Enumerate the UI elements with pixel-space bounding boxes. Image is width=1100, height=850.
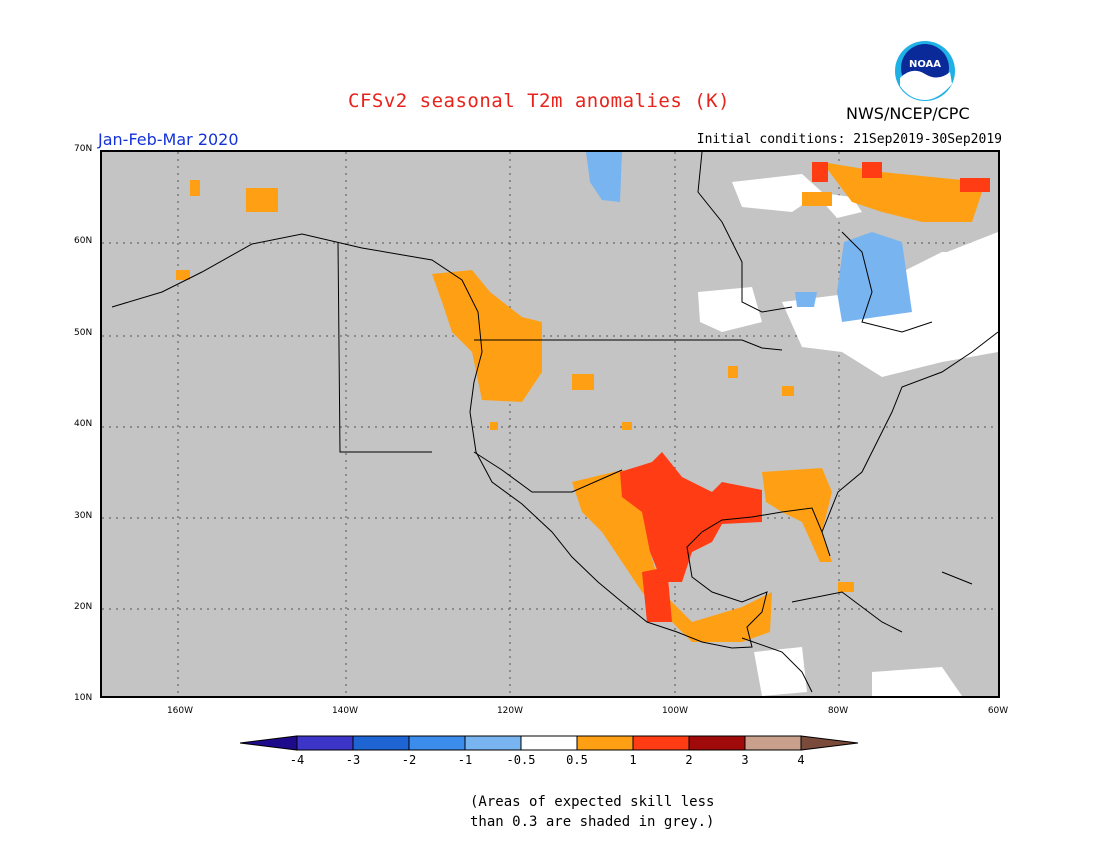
colorbar-segments [240,735,859,751]
colorbar-segment [576,735,634,751]
below-normal-regions [586,152,912,322]
colorbar-segment [464,735,522,751]
colorbar-label: -0.5 [506,753,536,767]
agency-label: NWS/NCEP/CPC [846,104,970,123]
colorbar-segment [744,735,802,751]
colorbar-segment [632,735,690,751]
colorbar-label: 4 [797,753,805,767]
above-normal-regions [176,162,982,642]
skill-note: (Areas of expected skill less than 0.3 a… [470,792,714,832]
logo-text: NOAA [909,59,941,70]
colorbar-label: -3 [345,753,361,767]
map-canvas [102,152,998,696]
colorbar-label: 2 [685,753,693,767]
season-label: Jan-Feb-Mar 2020 [98,130,239,149]
map-gridlines [102,152,998,696]
colorbar-segment [296,735,354,751]
noaa-logo: NOAA [895,41,955,101]
colorbar-label: -2 [401,753,417,767]
colorbar-segment [352,735,410,751]
lon-label: 160W [166,706,194,716]
map-title: CFSv2 seasonal T2m anomalies (K) [348,90,731,112]
colorbar-label: -4 [289,753,305,767]
lat-label: 30N [74,511,93,521]
lon-label: 80W [827,706,849,716]
colorbar-label: 3 [741,753,749,767]
lat-label: 10N [74,693,93,703]
strongly-above-regions [620,162,990,622]
colorbar-label: 0.5 [566,753,588,767]
lon-label: 60W [987,706,1009,716]
initial-conditions-label: Initial conditions: 21Sep2019-30Sep2019 [696,132,1002,147]
skill-note-line: than 0.3 are shaded in grey.) [470,814,715,830]
colorbar-segment [240,735,298,751]
lat-label: 50N [74,328,93,338]
colorbar-segment [800,735,859,751]
colorbar-label: -1 [457,753,473,767]
lat-label: 40N [74,419,93,429]
lon-label: 100W [661,706,689,716]
colorbar-segment [688,735,746,751]
colorbar-segment [408,735,466,751]
skill-note-line: (Areas of expected skill less [470,794,715,810]
anomaly-map [100,150,1000,698]
lat-label: 60N [74,236,93,246]
colorbar-segment [520,735,578,751]
lon-label: 140W [331,706,359,716]
lon-label: 120W [496,706,524,716]
lat-label: 20N [74,602,93,612]
colorbar-label: 1 [629,753,637,767]
lat-label: 70N [74,144,93,154]
coastlines [111,152,998,693]
colorbar [240,735,859,751]
